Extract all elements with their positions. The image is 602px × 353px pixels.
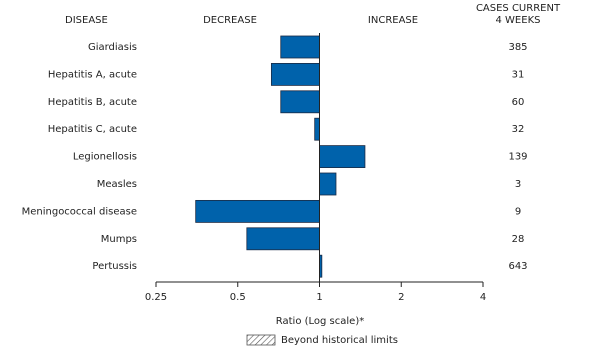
header-cases: 4 WEEKS (496, 15, 541, 26)
category-label: Hepatitis C, acute (48, 124, 137, 135)
cases-value: 9 (515, 206, 521, 217)
header-decrease: DECREASE (203, 15, 257, 26)
category-label: Measles (97, 179, 137, 190)
bar (314, 117, 320, 141)
category-label: Hepatitis A, acute (48, 69, 137, 80)
category-label: Giardiasis (88, 42, 137, 53)
cases-value: 3 (515, 179, 521, 190)
cases-value: 643 (508, 261, 527, 272)
x-tick-label: 1 (316, 292, 322, 303)
header-disease: DISEASE (65, 15, 108, 26)
header-cases: CASES CURRENT (476, 3, 561, 14)
bar (246, 227, 320, 251)
header-increase: INCREASE (368, 15, 418, 26)
category-label: Hepatitis B, acute (48, 97, 137, 108)
category-label: Meningococcal disease (22, 206, 137, 217)
bar (270, 63, 320, 86)
category-label: Pertussis (92, 261, 137, 272)
x-tick-label: 0.25 (145, 292, 167, 303)
legend-swatch (246, 334, 276, 346)
x-tick-label: 2 (398, 292, 404, 303)
bar (319, 145, 366, 169)
bar (319, 172, 337, 196)
category-label: Mumps (101, 234, 137, 245)
cases-value: 139 (508, 152, 527, 163)
legend-label: Beyond historical limits (281, 335, 398, 346)
bar (280, 35, 320, 59)
bar (195, 199, 320, 223)
cases-value: 385 (508, 42, 527, 53)
x-axis-label: Ratio (Log scale)* (276, 316, 364, 327)
cases-value: 31 (512, 69, 525, 80)
bar (280, 90, 320, 114)
cases-value: 60 (512, 97, 525, 108)
category-label: Legionellosis (73, 152, 137, 163)
x-tick-label: 0.5 (230, 292, 246, 303)
x-tick-label: 4 (480, 292, 486, 303)
cases-value: 28 (512, 234, 525, 245)
cases-value: 32 (512, 124, 525, 135)
